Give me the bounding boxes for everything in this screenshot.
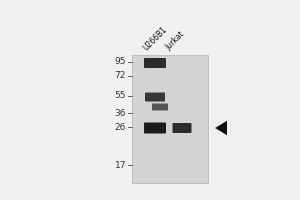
FancyBboxPatch shape [145,92,165,102]
Bar [132,55,208,183]
Text: 36: 36 [115,108,126,117]
Text: 95: 95 [115,58,126,66]
FancyBboxPatch shape [144,58,166,68]
Polygon shape [215,121,227,135]
Text: 55: 55 [115,92,126,100]
Text: 26: 26 [115,122,126,132]
Text: 72: 72 [115,72,126,80]
FancyBboxPatch shape [144,122,166,134]
FancyBboxPatch shape [172,123,191,133]
Text: Jurkat: Jurkat [164,30,186,52]
FancyBboxPatch shape [152,104,168,110]
Text: 17: 17 [115,160,126,170]
Text: U266B1: U266B1 [142,25,169,52]
